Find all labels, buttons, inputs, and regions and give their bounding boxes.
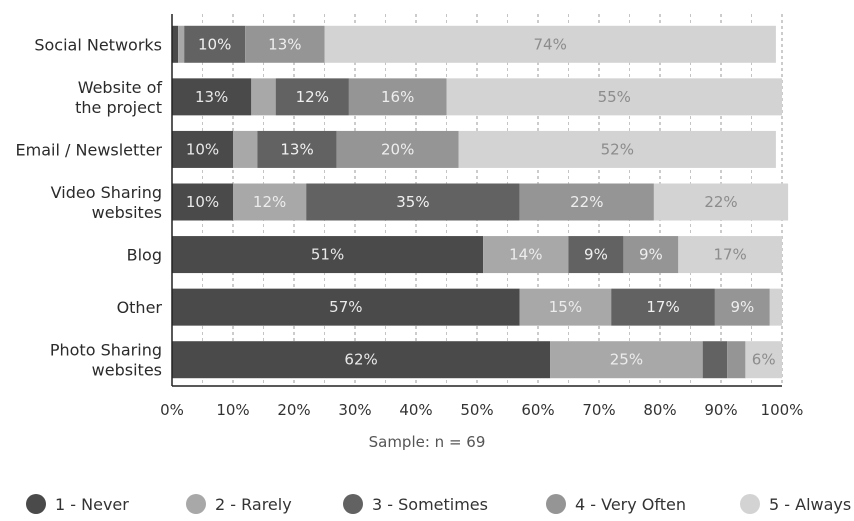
- data-label: 74%: [534, 35, 567, 53]
- legend-label: 1 - Never: [55, 495, 129, 514]
- bar-segment: [770, 289, 782, 326]
- data-label: 57%: [329, 298, 362, 316]
- data-label: 13%: [280, 140, 313, 158]
- category-label: Other: [117, 298, 163, 317]
- bar-segment: [727, 341, 745, 378]
- data-label: 22%: [704, 193, 737, 211]
- data-label: 15%: [549, 298, 582, 316]
- bar-segment: [172, 26, 178, 63]
- data-label: 55%: [598, 88, 631, 106]
- legend-swatch: [740, 494, 760, 514]
- data-label: 12%: [296, 88, 329, 106]
- x-tick-label: 100%: [761, 401, 804, 419]
- data-label: 62%: [344, 351, 377, 369]
- bar-segment: [703, 341, 727, 378]
- stacked-bar-chart: 10% 13% 74% 13% 12% 16% 55% 10% 13% 20% 52% 10% 12% 3…: [0, 0, 854, 430]
- category-label: Video Sharing websites: [51, 183, 162, 222]
- data-label: 17%: [646, 298, 679, 316]
- legend-swatch: [343, 494, 363, 514]
- bar-series: 10% 13% 74% 13% 12% 16% 55% 10% 13% 20% 52% 10% 12% 3…: [172, 26, 788, 378]
- data-label: 9%: [584, 246, 608, 264]
- x-tick-label: 70%: [582, 401, 615, 419]
- legend-item: 1 - Never: [26, 494, 129, 514]
- legend-label: 5 - Always: [769, 495, 851, 514]
- data-label: 51%: [311, 246, 344, 264]
- legend-item: 3 - Sometimes: [343, 494, 488, 514]
- legend-item: 2 - Rarely: [186, 494, 292, 514]
- category-label: Email / Newsletter: [16, 140, 163, 159]
- category-labels: Social Networks Website of the project Emai…: [16, 35, 163, 379]
- legend-label: 2 - Rarely: [215, 495, 292, 514]
- data-label: 9%: [639, 246, 663, 264]
- x-tick-label: 20%: [277, 401, 310, 419]
- legend-swatch: [186, 494, 206, 514]
- data-label: 10%: [186, 193, 219, 211]
- legend-item: 4 - Very Often: [546, 494, 686, 514]
- legend-swatch: [26, 494, 46, 514]
- data-label: 52%: [601, 140, 634, 158]
- x-tick-label: 40%: [399, 401, 432, 419]
- x-tick-label: 80%: [643, 401, 676, 419]
- bar-segment: [233, 131, 257, 168]
- data-label: 9%: [730, 298, 754, 316]
- data-label: 13%: [268, 35, 301, 53]
- data-label: 35%: [396, 193, 429, 211]
- bar-segment: [251, 78, 275, 115]
- data-label: 16%: [381, 88, 414, 106]
- data-label: 6%: [752, 351, 776, 369]
- bar-segment: [178, 26, 184, 63]
- data-label: 13%: [195, 88, 228, 106]
- legend-swatch: [546, 494, 566, 514]
- x-axis-ticks: 0% 10% 20% 30% 40% 50% 60% 70% 80% 90% 100%: [160, 401, 803, 419]
- x-tick-label: 10%: [216, 401, 249, 419]
- x-tick-label: 60%: [521, 401, 554, 419]
- data-label: 12%: [253, 193, 286, 211]
- x-tick-label: 30%: [338, 401, 371, 419]
- category-label: Blog: [127, 246, 162, 265]
- chart-legend: 1 - Never 2 - Rarely 3 - Sometimes 4 - Very…: [0, 494, 854, 520]
- category-label: Website of the project: [75, 78, 162, 117]
- data-label: 22%: [570, 193, 603, 211]
- data-label: 17%: [713, 246, 746, 264]
- data-label: 10%: [198, 35, 231, 53]
- category-label: Photo Sharing websites: [50, 341, 162, 380]
- data-label: 25%: [610, 351, 643, 369]
- x-tick-label: 0%: [160, 401, 184, 419]
- x-tick-label: 90%: [704, 401, 737, 419]
- legend-label: 4 - Very Often: [575, 495, 686, 514]
- legend-label: 3 - Sometimes: [372, 495, 488, 514]
- sample-note: Sample: n = 69: [0, 433, 854, 451]
- data-label: 14%: [509, 246, 542, 264]
- category-label: Social Networks: [34, 35, 162, 54]
- legend-item: 5 - Always: [740, 494, 851, 514]
- x-tick-label: 50%: [460, 401, 493, 419]
- data-label: 20%: [381, 140, 414, 158]
- data-label: 10%: [186, 140, 219, 158]
